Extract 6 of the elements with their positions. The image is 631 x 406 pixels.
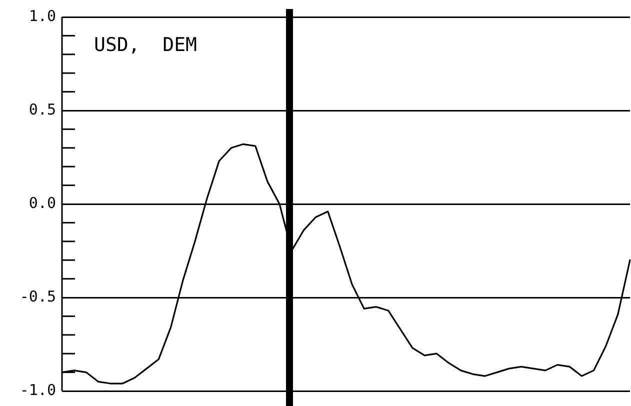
y-tick-label: -1.0 [20,380,56,399]
y-tick-label: 0.5 [28,100,56,118]
y-tick-label: 1.0 [28,6,56,25]
y-tick-label: -0.5 [20,287,56,306]
annotation: USD, DEM [94,34,197,56]
y-tick-label: 0.0 [28,194,56,212]
